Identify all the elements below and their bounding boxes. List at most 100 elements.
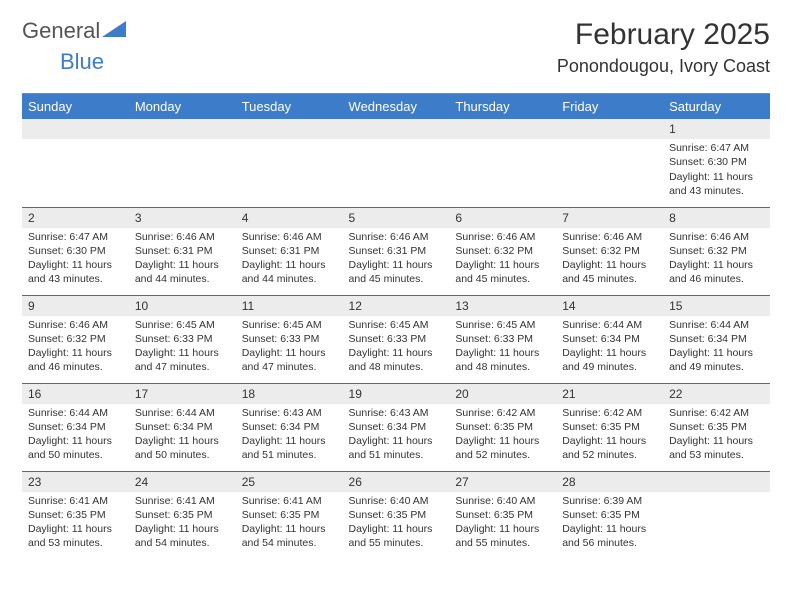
day-details: Sunrise: 6:40 AMSunset: 6:35 PMDaylight:… — [449, 492, 556, 555]
title-block: February 2025 Ponondougou, Ivory Coast — [557, 18, 770, 79]
calendar-cell — [556, 119, 663, 207]
daylight-line: Daylight: 11 hours and 45 minutes. — [455, 258, 550, 286]
day-details: Sunrise: 6:46 AMSunset: 6:31 PMDaylight:… — [236, 228, 343, 291]
daylight-line: Daylight: 11 hours and 49 minutes. — [562, 346, 657, 374]
sunrise-line: Sunrise: 6:46 AM — [28, 318, 123, 332]
day-details: Sunrise: 6:39 AMSunset: 6:35 PMDaylight:… — [556, 492, 663, 555]
calendar-cell: 1Sunrise: 6:47 AMSunset: 6:30 PMDaylight… — [663, 119, 770, 207]
weekday-header-row: Sunday Monday Tuesday Wednesday Thursday… — [22, 94, 770, 119]
sunrise-line: Sunrise: 6:41 AM — [28, 494, 123, 508]
day-details: Sunrise: 6:45 AMSunset: 6:33 PMDaylight:… — [449, 316, 556, 379]
daylight-line: Daylight: 11 hours and 50 minutes. — [28, 434, 123, 462]
sunset-line: Sunset: 6:35 PM — [455, 508, 550, 522]
day-number — [129, 119, 236, 139]
day-number: 7 — [556, 208, 663, 228]
sunset-line: Sunset: 6:34 PM — [562, 332, 657, 346]
day-number — [22, 119, 129, 139]
day-number: 5 — [343, 208, 450, 228]
daylight-line: Daylight: 11 hours and 47 minutes. — [242, 346, 337, 374]
calendar-cell: 17Sunrise: 6:44 AMSunset: 6:34 PMDayligh… — [129, 383, 236, 471]
sunrise-line: Sunrise: 6:46 AM — [349, 230, 444, 244]
sunrise-line: Sunrise: 6:40 AM — [455, 494, 550, 508]
calendar-row: 16Sunrise: 6:44 AMSunset: 6:34 PMDayligh… — [22, 383, 770, 471]
sunset-line: Sunset: 6:31 PM — [135, 244, 230, 258]
calendar-cell: 10Sunrise: 6:45 AMSunset: 6:33 PMDayligh… — [129, 295, 236, 383]
sunrise-line: Sunrise: 6:44 AM — [28, 406, 123, 420]
day-number: 22 — [663, 384, 770, 404]
day-number: 26 — [343, 472, 450, 492]
day-number: 23 — [22, 472, 129, 492]
sunset-line: Sunset: 6:34 PM — [669, 332, 764, 346]
calendar-body: 1Sunrise: 6:47 AMSunset: 6:30 PMDaylight… — [22, 119, 770, 559]
sunrise-line: Sunrise: 6:45 AM — [349, 318, 444, 332]
daylight-line: Daylight: 11 hours and 53 minutes. — [28, 522, 123, 550]
calendar-row: 2Sunrise: 6:47 AMSunset: 6:30 PMDaylight… — [22, 207, 770, 295]
calendar-cell: 5Sunrise: 6:46 AMSunset: 6:31 PMDaylight… — [343, 207, 450, 295]
day-number: 6 — [449, 208, 556, 228]
sunrise-line: Sunrise: 6:44 AM — [135, 406, 230, 420]
day-number — [343, 119, 450, 139]
logo: General — [22, 18, 130, 44]
day-details: Sunrise: 6:44 AMSunset: 6:34 PMDaylight:… — [129, 404, 236, 467]
daylight-line: Daylight: 11 hours and 51 minutes. — [242, 434, 337, 462]
sunrise-line: Sunrise: 6:42 AM — [562, 406, 657, 420]
day-number: 24 — [129, 472, 236, 492]
title-month-year: February 2025 — [557, 18, 770, 52]
sunrise-line: Sunrise: 6:47 AM — [669, 141, 764, 155]
daylight-line: Daylight: 11 hours and 53 minutes. — [669, 434, 764, 462]
page-header: General February 2025 Ponondougou, Ivory… — [22, 18, 770, 79]
calendar-cell: 25Sunrise: 6:41 AMSunset: 6:35 PMDayligh… — [236, 471, 343, 559]
daylight-line: Daylight: 11 hours and 48 minutes. — [349, 346, 444, 374]
title-location: Ponondougou, Ivory Coast — [557, 56, 770, 77]
daylight-line: Daylight: 11 hours and 54 minutes. — [242, 522, 337, 550]
sunrise-line: Sunrise: 6:45 AM — [455, 318, 550, 332]
sunset-line: Sunset: 6:34 PM — [28, 420, 123, 434]
calendar-cell: 20Sunrise: 6:42 AMSunset: 6:35 PMDayligh… — [449, 383, 556, 471]
daylight-line: Daylight: 11 hours and 54 minutes. — [135, 522, 230, 550]
daylight-line: Daylight: 11 hours and 43 minutes. — [28, 258, 123, 286]
calendar-cell: 28Sunrise: 6:39 AMSunset: 6:35 PMDayligh… — [556, 471, 663, 559]
day-number: 17 — [129, 384, 236, 404]
day-number: 27 — [449, 472, 556, 492]
calendar-cell — [449, 119, 556, 207]
calendar-row: 23Sunrise: 6:41 AMSunset: 6:35 PMDayligh… — [22, 471, 770, 559]
sunrise-line: Sunrise: 6:43 AM — [242, 406, 337, 420]
day-number: 19 — [343, 384, 450, 404]
calendar-cell — [663, 471, 770, 559]
calendar-cell — [22, 119, 129, 207]
sunset-line: Sunset: 6:35 PM — [28, 508, 123, 522]
calendar-table: Sunday Monday Tuesday Wednesday Thursday… — [22, 94, 770, 559]
day-details: Sunrise: 6:42 AMSunset: 6:35 PMDaylight:… — [449, 404, 556, 467]
day-details: Sunrise: 6:44 AMSunset: 6:34 PMDaylight:… — [556, 316, 663, 379]
sunrise-line: Sunrise: 6:44 AM — [562, 318, 657, 332]
sunrise-line: Sunrise: 6:42 AM — [669, 406, 764, 420]
day-number: 3 — [129, 208, 236, 228]
day-details: Sunrise: 6:46 AMSunset: 6:32 PMDaylight:… — [663, 228, 770, 291]
daylight-line: Daylight: 11 hours and 51 minutes. — [349, 434, 444, 462]
day-details: Sunrise: 6:45 AMSunset: 6:33 PMDaylight:… — [343, 316, 450, 379]
sunset-line: Sunset: 6:35 PM — [349, 508, 444, 522]
calendar-cell: 2Sunrise: 6:47 AMSunset: 6:30 PMDaylight… — [22, 207, 129, 295]
daylight-line: Daylight: 11 hours and 45 minutes. — [562, 258, 657, 286]
day-number: 18 — [236, 384, 343, 404]
day-number — [449, 119, 556, 139]
daylight-line: Daylight: 11 hours and 55 minutes. — [455, 522, 550, 550]
day-details: Sunrise: 6:43 AMSunset: 6:34 PMDaylight:… — [343, 404, 450, 467]
calendar-cell: 27Sunrise: 6:40 AMSunset: 6:35 PMDayligh… — [449, 471, 556, 559]
day-details: Sunrise: 6:45 AMSunset: 6:33 PMDaylight:… — [129, 316, 236, 379]
day-number — [556, 119, 663, 139]
sunrise-line: Sunrise: 6:43 AM — [349, 406, 444, 420]
sunset-line: Sunset: 6:34 PM — [242, 420, 337, 434]
calendar-cell: 21Sunrise: 6:42 AMSunset: 6:35 PMDayligh… — [556, 383, 663, 471]
day-number: 15 — [663, 296, 770, 316]
weekday-header: Saturday — [663, 94, 770, 119]
sunset-line: Sunset: 6:35 PM — [669, 420, 764, 434]
calendar-cell: 26Sunrise: 6:40 AMSunset: 6:35 PMDayligh… — [343, 471, 450, 559]
sunrise-line: Sunrise: 6:41 AM — [242, 494, 337, 508]
calendar-cell: 8Sunrise: 6:46 AMSunset: 6:32 PMDaylight… — [663, 207, 770, 295]
day-details: Sunrise: 6:47 AMSunset: 6:30 PMDaylight:… — [22, 228, 129, 291]
day-number: 8 — [663, 208, 770, 228]
sunset-line: Sunset: 6:32 PM — [669, 244, 764, 258]
calendar-cell: 14Sunrise: 6:44 AMSunset: 6:34 PMDayligh… — [556, 295, 663, 383]
day-details: Sunrise: 6:41 AMSunset: 6:35 PMDaylight:… — [129, 492, 236, 555]
